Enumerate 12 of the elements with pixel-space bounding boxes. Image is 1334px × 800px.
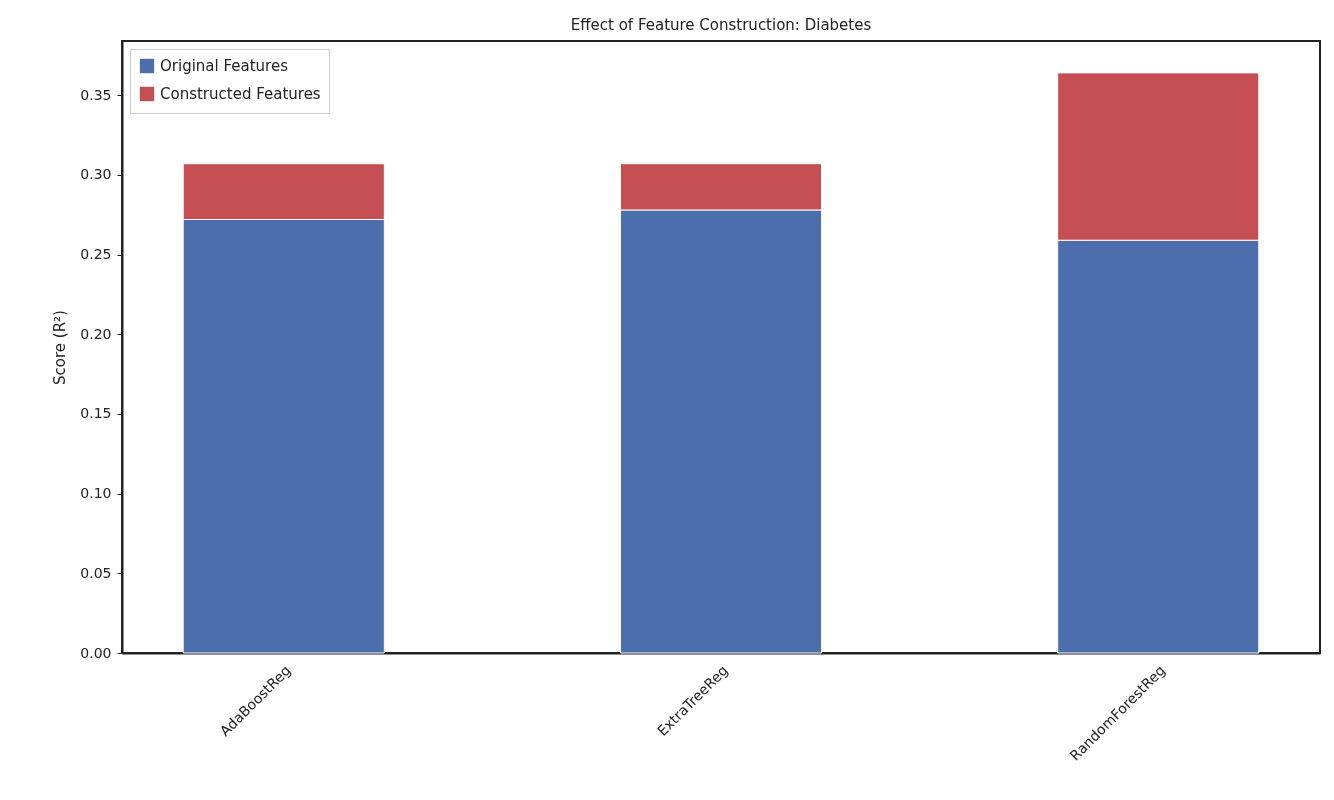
y-tick-label: 0.20	[80, 325, 112, 342]
y-tick-label: 0.15	[80, 405, 112, 422]
y-tick-label: 0.05	[80, 564, 112, 581]
y-tick-label: 0.35	[80, 86, 112, 103]
y-tick-label: 0.00	[80, 644, 112, 661]
legend-label: Original Features	[160, 57, 289, 75]
chart-title: Effect of Feature Construction: Diabetes	[570, 16, 872, 34]
y-tick-label: 0.25	[80, 246, 112, 263]
y-tick-label: 0.30	[80, 166, 112, 183]
legend-label: Constructed Features	[160, 85, 321, 103]
y-axis-title: Score (R²)	[51, 310, 70, 385]
y-tick-label: 0.10	[80, 485, 112, 502]
